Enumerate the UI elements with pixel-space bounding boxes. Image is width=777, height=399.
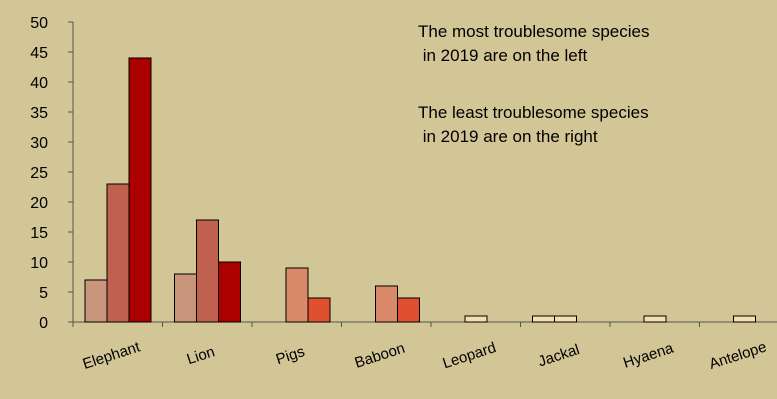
y-tick-label: 5 bbox=[39, 285, 48, 302]
x-tick-label: Leopard bbox=[441, 339, 499, 372]
bar-jackal-0 bbox=[532, 315, 555, 323]
bars bbox=[84, 57, 756, 323]
y-tick-label: 35 bbox=[30, 105, 48, 122]
x-tick-label: Baboon bbox=[353, 340, 407, 372]
y-tick-label: 50 bbox=[30, 15, 48, 32]
annotation-least-troublesome: The least troublesome species in 2019 ar… bbox=[418, 103, 649, 146]
x-tick-label: Hyaena bbox=[621, 339, 676, 371]
bar-elephant-0 bbox=[84, 279, 108, 323]
bar-lion-2 bbox=[218, 261, 241, 323]
y-tick-label: 20 bbox=[30, 195, 48, 212]
bar-pigs-2 bbox=[307, 297, 331, 323]
x-tick-label: Elephant bbox=[81, 338, 143, 373]
y-tick-label: 25 bbox=[30, 165, 48, 182]
bar-elephant-1 bbox=[106, 183, 130, 323]
y-tick-label: 45 bbox=[30, 45, 48, 62]
y-tick-label: 40 bbox=[30, 75, 48, 92]
bar-jackal-1 bbox=[554, 315, 577, 323]
bar-baboon-1 bbox=[375, 285, 398, 323]
bar-pigs-1 bbox=[285, 267, 309, 323]
x-tick-label: Jackal bbox=[536, 341, 582, 370]
annotation-most-troublesome: The most troublesome species in 2019 are… bbox=[418, 22, 650, 65]
bar-hyaena-1 bbox=[643, 315, 667, 323]
y-tick-label: 30 bbox=[30, 135, 48, 152]
x-tick-label: Pigs bbox=[274, 343, 307, 368]
bar-antelope-1 bbox=[733, 315, 756, 323]
bar-baboon-2 bbox=[397, 297, 420, 323]
x-tick-labels: Elephant Lion Pigs Baboon Leopard Jackal Hyaen… bbox=[81, 338, 769, 373]
x-tick-label: Antelope bbox=[707, 338, 769, 372]
x-tick-label: Lion bbox=[185, 343, 217, 368]
bar-lion-1 bbox=[196, 219, 219, 323]
y-tick-label: 0 bbox=[39, 315, 48, 332]
y-tick-label: 10 bbox=[30, 255, 48, 272]
bar-elephant-2 bbox=[128, 57, 152, 323]
y-tick-label: 15 bbox=[30, 225, 48, 242]
bar-leopard-1 bbox=[464, 315, 488, 323]
bar-lion-0 bbox=[174, 273, 197, 323]
y-tick-labels: 0 5 10 15 20 25 30 35 40 45 50 bbox=[30, 15, 48, 332]
